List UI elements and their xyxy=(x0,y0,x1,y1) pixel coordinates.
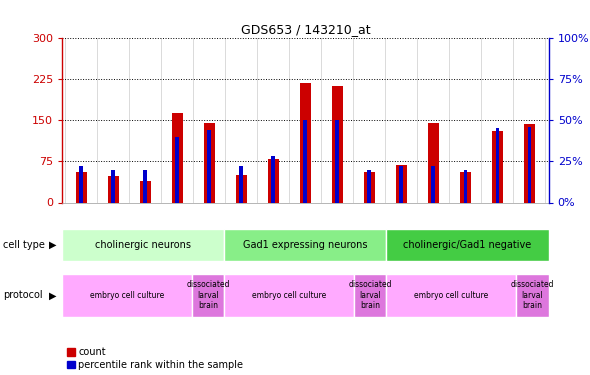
Bar xyxy=(364,172,375,202)
Bar xyxy=(62,274,192,317)
Bar xyxy=(268,159,279,203)
Bar xyxy=(524,124,535,202)
Bar xyxy=(175,136,179,202)
Bar xyxy=(224,229,386,261)
Text: cell type: cell type xyxy=(3,240,45,250)
Bar xyxy=(140,180,151,203)
Bar xyxy=(204,123,215,202)
Text: Gad1 expressing neurons: Gad1 expressing neurons xyxy=(243,240,368,250)
Bar xyxy=(300,82,311,203)
Text: embryo cell culture: embryo cell culture xyxy=(414,291,489,300)
Bar xyxy=(460,172,471,202)
Bar xyxy=(492,131,503,203)
Text: embryo cell culture: embryo cell culture xyxy=(90,291,164,300)
Bar xyxy=(399,166,404,202)
Bar xyxy=(336,120,339,202)
Text: protocol: protocol xyxy=(3,290,42,300)
Bar xyxy=(143,170,147,202)
Text: cholinergic/Gad1 negative: cholinergic/Gad1 negative xyxy=(404,240,532,250)
Bar xyxy=(527,127,532,202)
Bar xyxy=(172,113,183,202)
Bar xyxy=(368,170,371,202)
Bar xyxy=(224,274,354,317)
Text: cholinergic neurons: cholinergic neurons xyxy=(95,240,191,250)
Bar xyxy=(431,166,435,202)
Bar xyxy=(107,176,119,203)
Bar xyxy=(332,86,343,202)
Bar xyxy=(62,229,224,261)
Title: GDS653 / 143210_at: GDS653 / 143210_at xyxy=(241,23,370,36)
Bar xyxy=(240,166,243,202)
Bar xyxy=(112,170,115,202)
Bar xyxy=(76,172,87,202)
Legend: count, percentile rank within the sample: count, percentile rank within the sample xyxy=(67,347,244,370)
Bar xyxy=(303,120,307,202)
Bar xyxy=(207,130,211,203)
Bar xyxy=(235,175,247,202)
Bar xyxy=(516,274,549,317)
Bar xyxy=(428,123,439,202)
Bar xyxy=(396,165,407,202)
Text: dissociated
larval
brain: dissociated larval brain xyxy=(349,280,392,310)
Text: dissociated
larval
brain: dissociated larval brain xyxy=(511,280,554,310)
Text: dissociated
larval
brain: dissociated larval brain xyxy=(186,280,230,310)
Bar xyxy=(192,274,224,317)
Bar xyxy=(386,274,516,317)
Text: ▶: ▶ xyxy=(48,240,56,250)
Text: ▶: ▶ xyxy=(48,290,56,300)
Bar xyxy=(354,274,386,317)
Bar xyxy=(386,229,549,261)
Bar xyxy=(496,128,499,202)
Bar xyxy=(271,156,275,203)
Bar xyxy=(79,166,83,202)
Text: embryo cell culture: embryo cell culture xyxy=(252,291,326,300)
Bar xyxy=(464,170,467,202)
